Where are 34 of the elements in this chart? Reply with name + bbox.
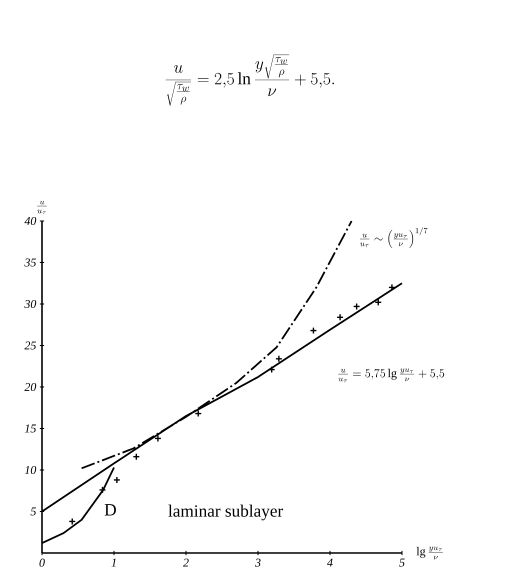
y-tick-label: 15 (24, 424, 36, 432)
y-tick-label: 35 (24, 258, 36, 267)
point (275, 355, 283, 362)
x-tick-label: 4 (327, 558, 333, 567)
point (68, 518, 76, 526)
x-tick-label: 2 (183, 558, 189, 567)
x-axis-title: $\lg\frac{yu_\tau}{\nu}$ (416, 546, 443, 560)
point (310, 326, 318, 334)
annotation: $\mathrm{D}$ (104, 504, 116, 516)
point (374, 298, 382, 306)
x-tick-label: 5 (399, 558, 405, 567)
y-tick-label: 40 (24, 216, 36, 226)
point (132, 453, 140, 460)
point (352, 302, 360, 310)
point (268, 366, 276, 374)
y-tick-label: 25 (24, 341, 36, 350)
y-tick-label: 30 (24, 300, 36, 308)
y-tick-label: 10 (24, 466, 36, 474)
x-tick-label: 1 (111, 558, 116, 567)
annotation: $\textrm{laminar sublayer}$ (168, 504, 284, 520)
y-axis-title: $\frac{u}{u_\tau}$ (37, 200, 47, 214)
chart-title: $\frac{u}{\sqrt{\frac{\tau_w}{\rho}}}=2{,}5\ln\frac{y\sqrt{\frac{\tau_w}{\rho}}}{\nu}+5{,}5.$ (166, 54, 334, 106)
y-tick-label: 20 (24, 382, 36, 392)
point (388, 284, 396, 292)
point (336, 314, 344, 321)
point (194, 410, 202, 418)
y-tick-label: 5 (30, 508, 36, 516)
point (98, 486, 106, 494)
x-tick-label: 0 (39, 558, 45, 567)
x-tick-label: 3 (254, 558, 261, 567)
annotation: $\frac{u}{u_\tau}\sim\left(\frac{yu_\tau}{\nu}\right)^{1/7}$ (360, 227, 428, 248)
annotation: $\frac{u}{u_\tau}=5{,}75\lg\frac{yu_\tau}{\nu}+5{,}5$ (338, 368, 444, 382)
point (113, 476, 121, 484)
point (154, 434, 162, 442)
